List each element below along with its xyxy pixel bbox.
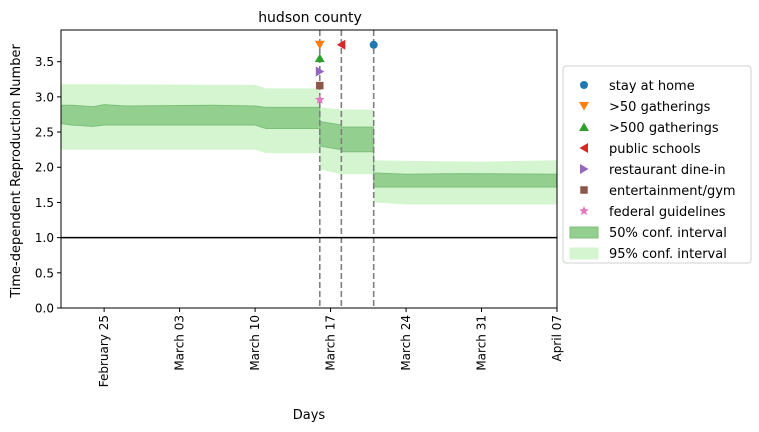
x-tick-label: March 17 [324, 315, 338, 371]
legend-marker-50-gatherings [579, 102, 589, 111]
y-tick-label: 1.5 [35, 196, 54, 210]
x-tick-label: March 24 [399, 315, 413, 371]
legend-label-public-schools: public schools [609, 142, 701, 157]
marker-500-gatherings [314, 53, 325, 63]
legend-label-50-gatherings: >50 gatherings [609, 100, 711, 115]
marker-restaurant-dine-in [315, 66, 325, 77]
y-tick-label: 3.5 [35, 55, 54, 69]
intervention-markers [314, 39, 378, 104]
y-tick-label: 2.5 [35, 126, 54, 140]
y-axis: 0.0 0.5 1.0 1.5 2.0 2.5 3.0 3.5 [35, 55, 61, 316]
legend-label-federal-guidelines: federal guidelines [609, 205, 726, 220]
legend-label-restaurant-dine-in: restaurant dine-in [609, 163, 726, 178]
y-axis-label: Time-dependent Reproduction Number [9, 44, 24, 299]
legend-marker-stay-at-home [580, 81, 588, 89]
marker-public-schools [336, 39, 346, 50]
x-axis-label: Days [293, 408, 326, 423]
legend-marker-public-schools [579, 143, 588, 153]
x-tick-label: February 25 [97, 315, 111, 387]
marker-50-gatherings [314, 40, 325, 50]
marker-entertainment-gym [316, 81, 324, 90]
legend-swatch-50-conf-interval [569, 226, 599, 239]
legend-label-500-gatherings: >500 gatherings [609, 121, 719, 136]
x-tick-label: March 10 [248, 315, 262, 371]
legend-swatch-95-conf-interval [569, 247, 599, 260]
y-tick-label: 0.5 [35, 266, 54, 280]
legend-marker-entertainment-gym [580, 186, 588, 194]
y-tick-label: 3.0 [35, 90, 54, 104]
y-tick-label: 1.0 [35, 231, 54, 245]
x-tick-label: March 31 [475, 315, 489, 371]
marker-federal-guidelines [315, 94, 325, 104]
legend-label-stay-at-home: stay at home [609, 79, 695, 94]
x-tick-label: March 03 [173, 315, 187, 371]
plot-border [60, 29, 558, 309]
y-tick-label: 2.0 [35, 161, 54, 175]
chart-title: hudson county [258, 10, 362, 26]
legend-marker-500-gatherings [579, 122, 589, 131]
legend-label-50-conf-interval: 50% conf. interval [609, 226, 727, 241]
legend-label-entertainment-gym: entertainment/gym [609, 184, 736, 199]
intervention-lines [318, 30, 375, 308]
x-tick-label: April 07 [550, 315, 564, 362]
plot-frame [60, 29, 558, 309]
marker-stay-at-home [369, 40, 378, 49]
legend-label-95-conf-interval: 95% conf. interval [609, 247, 727, 262]
legend-marker-federal-guidelines [579, 206, 589, 216]
legend-marker-restaurant-dine-in [580, 164, 589, 174]
y-tick-label: 0.0 [35, 302, 54, 316]
legend-box [562, 65, 752, 264]
legend: stay at home >50 gatherings >500 gathering… [562, 65, 752, 264]
x-axis: February 25 March 03 March 10 March 17 March… [97, 308, 564, 387]
